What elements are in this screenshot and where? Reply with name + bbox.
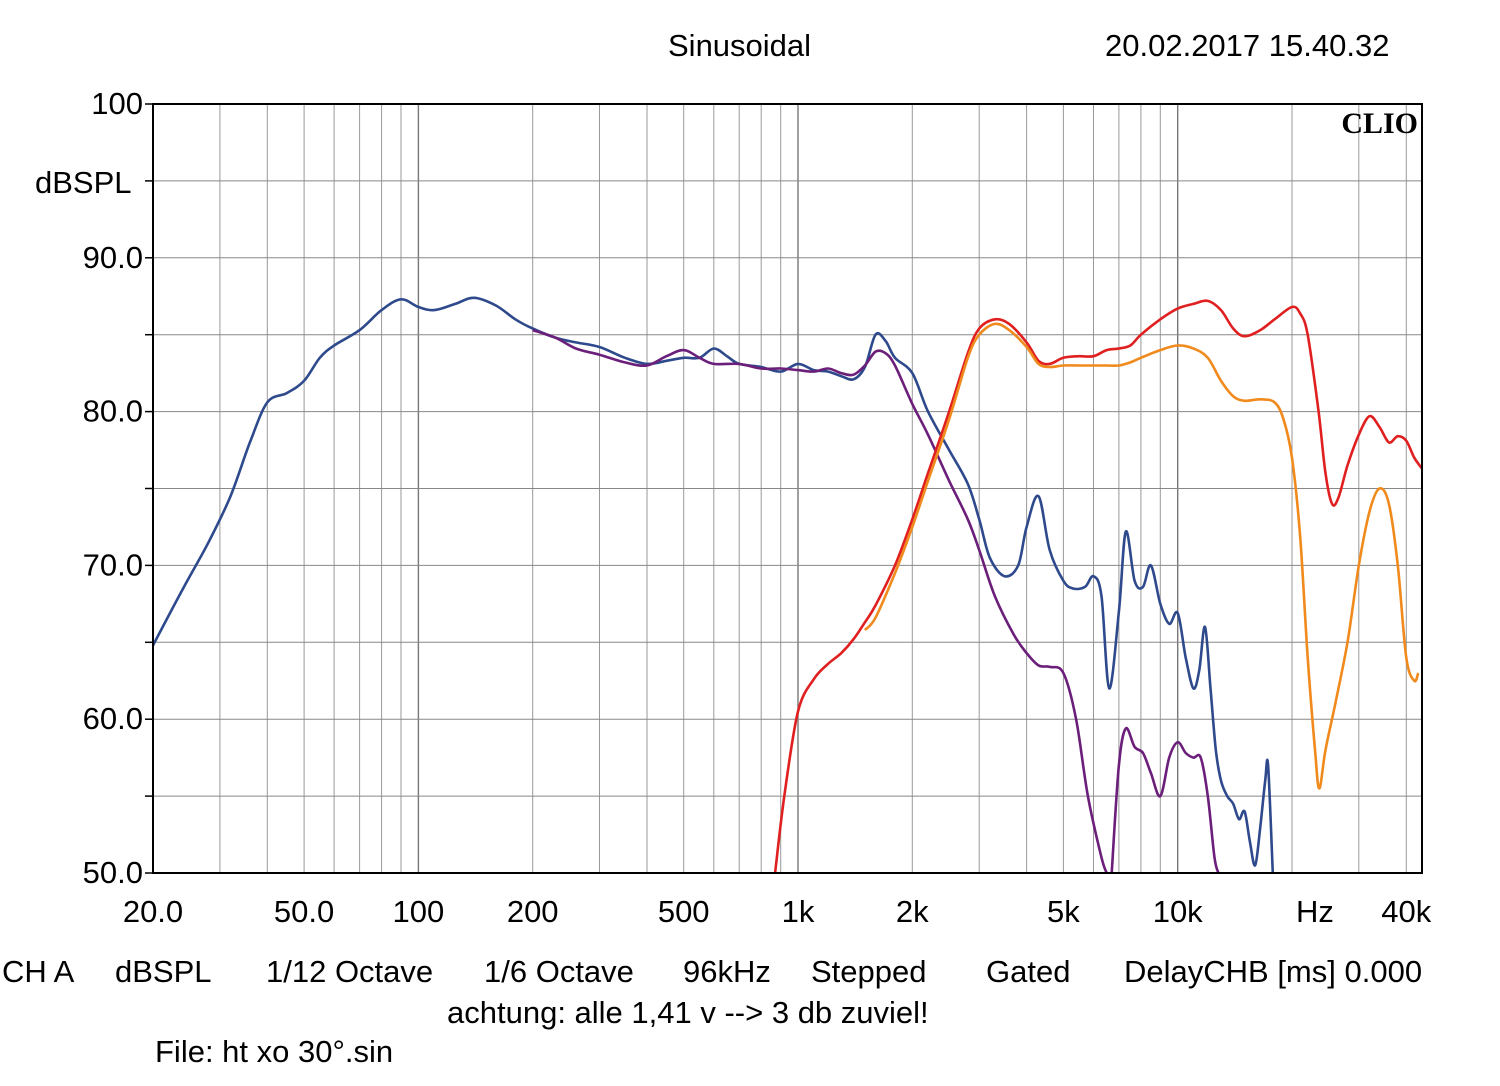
- response-curve-3: [773, 299, 1424, 874]
- file-name: File: ht xo 30°.sin: [155, 1034, 394, 1069]
- x-tick-label: 2k: [896, 894, 929, 929]
- resolution-label: 1/12 Octave: [266, 954, 434, 989]
- frequency-response-chart: 100 90.0 80.0 70.0 60.0 50.0 20.0 50.0 100 200 50…: [35, 86, 1432, 929]
- unit-label: dBSPL: [115, 954, 212, 989]
- smoothing-label: 1/6 Octave: [484, 954, 634, 989]
- plot-frame: [152, 103, 1423, 874]
- x-tick-label: 100: [393, 894, 445, 929]
- x-tick-labels: 20.0 50.0 100 200 500 1k 2k 5k 10k 40k: [123, 894, 1432, 929]
- timestamp: 20.02.2017 15.40.32: [1105, 28, 1390, 63]
- chart-title: Sinusoidal: [668, 28, 812, 63]
- channel-label: CH A: [2, 954, 75, 989]
- x-tick-label: 200: [507, 894, 559, 929]
- x-tick-label: 40k: [1381, 894, 1431, 929]
- y-tick-label: 60.0: [83, 701, 143, 736]
- y-tick-label: 100: [91, 86, 143, 121]
- gating-label: Gated: [986, 954, 1071, 989]
- response-curve-1: [532, 328, 1108, 874]
- measurement-note: achtung: alle 1,41 v --> 3 db zuviel!: [447, 995, 929, 1030]
- x-tick-label: 50.0: [274, 894, 334, 929]
- x-tick-label: 500: [658, 894, 710, 929]
- x-axis-unit-label: Hz: [1296, 894, 1334, 929]
- x-tick-label: 20.0: [123, 894, 183, 929]
- x-tick-label: 5k: [1047, 894, 1080, 929]
- sweep-mode-label: Stepped: [811, 954, 927, 989]
- measurement-settings-bar: CH A dBSPL 1/12 Octave 1/6 Octave 96kHz …: [0, 956, 1500, 990]
- response-curve-4: [863, 322, 1420, 790]
- response-curve-2: [1110, 726, 1220, 874]
- x-tick-label: 10k: [1153, 894, 1203, 929]
- y-tick-label: 70.0: [83, 547, 143, 582]
- response-curve-0: [151, 296, 1275, 874]
- y-tick-label: 50.0: [83, 855, 143, 890]
- clio-logo: CLIO: [1341, 107, 1418, 140]
- y-tick-label: 90.0: [83, 240, 143, 275]
- x-tick-label: 1k: [782, 894, 815, 929]
- plot-curves: [151, 296, 1424, 874]
- plot-grid: [145, 103, 1422, 874]
- y-axis-unit-label: dBSPL: [35, 165, 132, 200]
- sample-rate-label: 96kHz: [683, 954, 771, 989]
- y-tick-labels: 100 90.0 80.0 70.0 60.0 50.0: [83, 86, 143, 890]
- y-tick-label: 80.0: [83, 394, 143, 429]
- delay-label: DelayCHB [ms] 0.000: [1124, 954, 1423, 989]
